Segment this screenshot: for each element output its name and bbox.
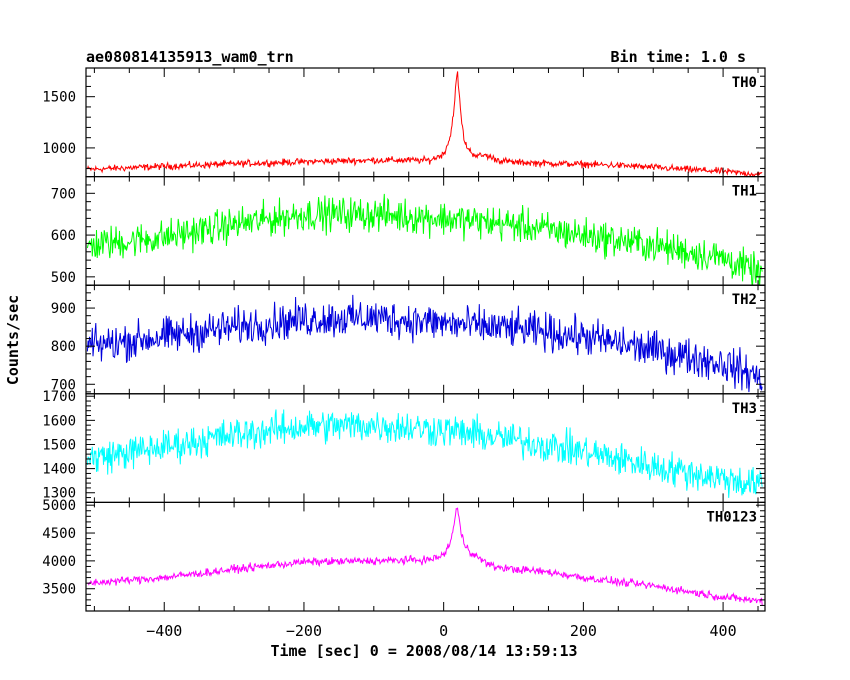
panel-label-th0: TH0 [732, 75, 757, 91]
panel-frame [85, 501, 766, 612]
y-tick-label: 3500 [42, 582, 76, 598]
series-line-th1 [86, 193, 763, 286]
y-tick-label: 1300 [42, 486, 76, 502]
series-line-th0123 [87, 507, 763, 606]
panel-label-th2: TH2 [732, 292, 757, 308]
bin-time-label: Bin time: 1.0 s [611, 48, 746, 66]
y-tick-label: 900 [51, 301, 76, 317]
y-tick-label: 1600 [42, 413, 76, 429]
y-tick-label: 700 [51, 186, 76, 202]
panel-th0: 1000 1500 TH0 [42, 67, 766, 178]
panel-th2: 700 800 900 TH2 [51, 284, 766, 395]
panel-th0123: 3500 4000 4500 5000 TH0123 [42, 498, 766, 612]
y-axis-label: Counts/sec [4, 295, 22, 385]
panel-th3: 1300 1400 1500 1600 1700 TH3 [42, 389, 766, 503]
figure-title: ae080814135913_wam0_trn [86, 48, 294, 66]
panel-th1: 500 600 700 TH1 [51, 176, 766, 286]
y-tick-label: 1700 [42, 389, 76, 405]
panel-label-th3: TH3 [732, 401, 757, 417]
panel-label-th1: TH1 [732, 184, 757, 200]
x-tick-label: −200 [286, 622, 322, 640]
series-line-th2 [86, 294, 763, 393]
series-line-th3 [86, 409, 763, 498]
series-line-th0 [86, 71, 763, 177]
y-tick-label: 1000 [42, 141, 76, 157]
x-tick-label: 0 [439, 622, 448, 640]
y-tick-label: 700 [51, 377, 76, 393]
x-axis: −400 −200 0 200 400 [146, 622, 736, 640]
x-tick-label: 400 [710, 622, 737, 640]
y-tick-label: 4500 [42, 526, 76, 542]
y-tick-label: 600 [51, 228, 76, 244]
x-axis-label: Time [sec] 0 = 2008/08/14 13:59:13 [270, 642, 577, 660]
panel-label-th0123: TH0123 [706, 509, 757, 525]
y-tick-label: 5000 [42, 498, 76, 514]
y-tick-label: 1500 [42, 90, 76, 106]
y-tick-label: 4000 [42, 554, 76, 570]
y-tick-label: 1400 [42, 462, 76, 478]
y-tick-label: 500 [51, 270, 76, 286]
x-tick-label: 200 [570, 622, 597, 640]
y-tick-label: 800 [51, 339, 76, 355]
x-tick-label: −400 [146, 622, 182, 640]
y-tick-label: 1500 [42, 437, 76, 453]
